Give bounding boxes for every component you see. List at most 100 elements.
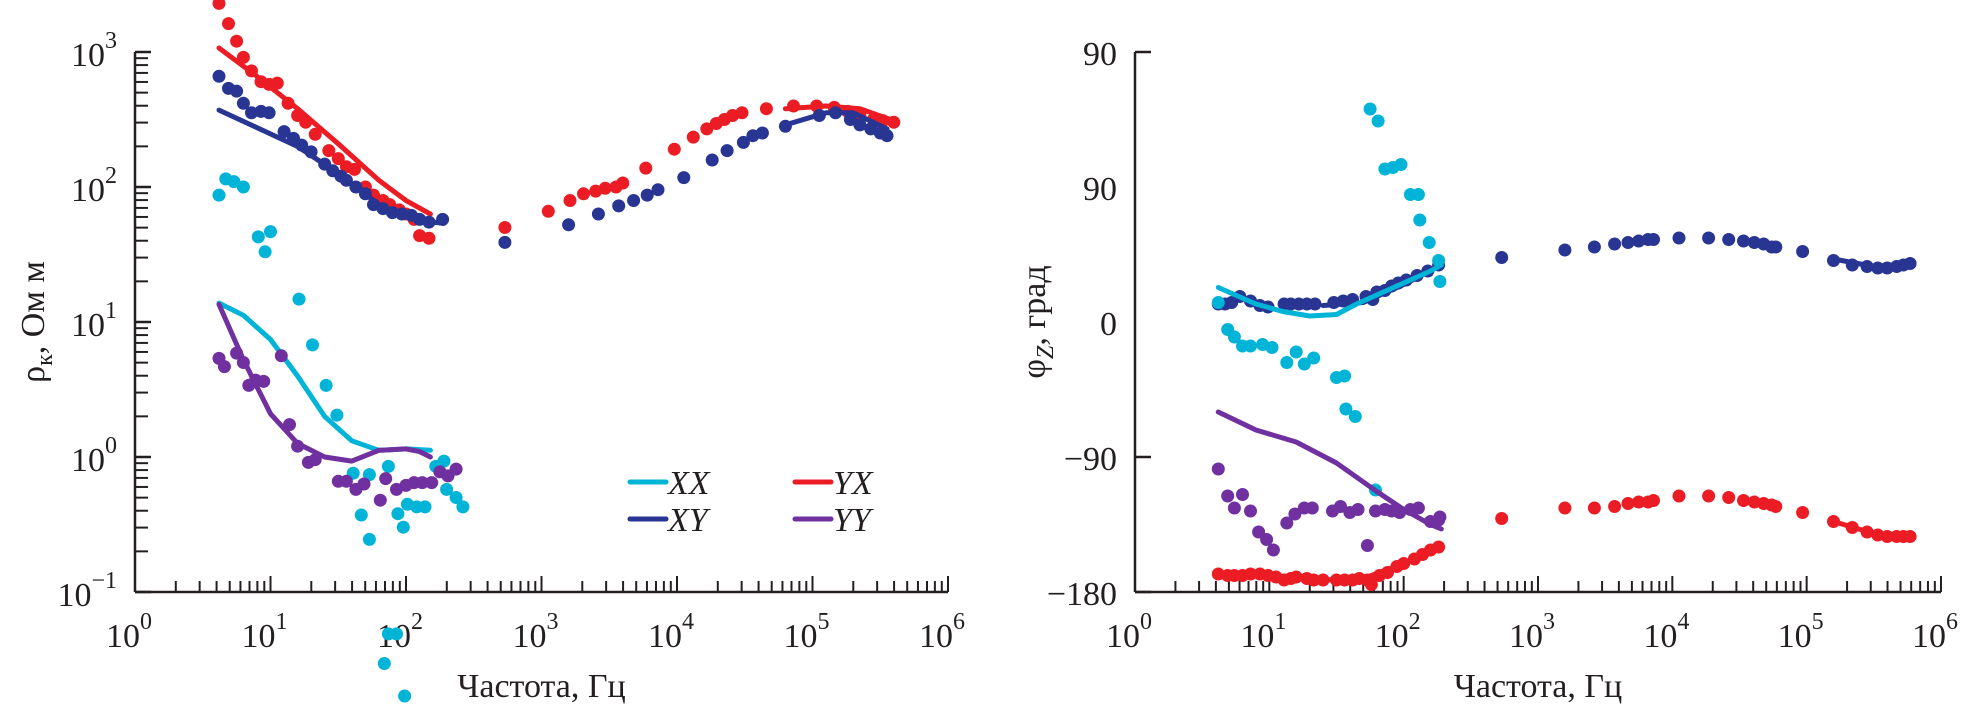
data-point-XX <box>1280 356 1294 369</box>
data-point-YX <box>1737 494 1750 507</box>
data-point-YY <box>1227 501 1241 515</box>
data-point-XY <box>1903 257 1917 270</box>
x-tick-exp: 0 <box>1140 609 1152 635</box>
data-point-YY <box>274 349 288 363</box>
x-tick-label: 101 <box>242 609 288 655</box>
data-point-YX <box>222 17 235 31</box>
y-tick-label: 90 <box>1083 36 1117 73</box>
data-point-XY <box>640 188 654 202</box>
x-tick-base: 10 <box>1509 618 1543 655</box>
y-tick-base: 10 <box>71 442 105 479</box>
x-tick-base: 10 <box>1106 618 1140 655</box>
data-point-YX <box>1903 530 1917 543</box>
data-point-YY <box>373 493 387 507</box>
data-point-XY <box>358 187 372 201</box>
data-point-YX <box>667 142 681 156</box>
y-title-sub: Z <box>1033 345 1059 359</box>
data-point-YX <box>281 96 295 110</box>
data-point-XY <box>1672 231 1686 245</box>
data-point-YX <box>331 152 345 166</box>
data-point-YX <box>541 204 555 218</box>
x-tick-exp: 2 <box>411 609 423 635</box>
legend-label: YX <box>833 465 874 502</box>
data-point-YY <box>308 453 322 467</box>
data-point-YY <box>291 439 305 453</box>
data-point-XY <box>651 183 665 197</box>
series-XY <box>212 69 894 249</box>
data-point-XY <box>720 144 734 158</box>
data-point-YX <box>563 194 577 207</box>
y-title-unit: , Ом м <box>15 261 52 354</box>
data-point-XY <box>1621 236 1635 249</box>
x-tick-exp: 6 <box>1946 609 1958 635</box>
x-tick-exp: 5 <box>1812 609 1824 635</box>
data-point-YX <box>1608 500 1622 513</box>
data-point-XX <box>1371 114 1385 128</box>
data-point-XX <box>391 507 405 521</box>
data-point-XX <box>212 188 226 202</box>
data-point-XY <box>230 84 244 98</box>
data-point-XX <box>377 657 391 670</box>
data-point-XY <box>705 153 719 167</box>
x-tick-exp: 3 <box>547 609 559 635</box>
data-point-XY <box>812 109 826 122</box>
data-point-XX <box>319 378 333 392</box>
y-tick-base: 10 <box>71 37 105 74</box>
panel-left-resistivity: 10−1100101102103100101102103104105106Час… <box>15 0 965 705</box>
data-point-YX <box>1827 515 1840 528</box>
data-point-XX <box>306 338 319 352</box>
x-tick-label: 104 <box>648 609 694 655</box>
data-point-YY <box>1211 462 1225 476</box>
data-point-YY <box>1260 533 1274 546</box>
data-point-YX <box>236 50 250 64</box>
data-point-YY <box>1288 507 1302 521</box>
data-point-XY <box>436 212 450 226</box>
x-tick-exp: 5 <box>818 609 830 635</box>
data-point-YY <box>1266 543 1280 557</box>
data-point-YY <box>425 476 439 490</box>
y-tick-label: −180 <box>1047 576 1117 613</box>
data-point-YY <box>1360 539 1374 552</box>
x-tick-label: 101 <box>1240 609 1286 655</box>
y-title-main: φ <box>1016 359 1053 379</box>
data-point-XX <box>330 408 344 422</box>
x-tick-exp: 1 <box>1274 609 1286 635</box>
data-point-XY <box>339 173 353 187</box>
data-point-YY <box>1411 501 1425 515</box>
x-tick-label: 105 <box>1778 609 1824 655</box>
data-point-YY <box>257 374 271 388</box>
data-point-XX <box>1339 402 1353 416</box>
data-point-YX <box>735 106 749 120</box>
data-point-YX <box>348 162 361 176</box>
x-axis-title: Частота, Гц <box>1454 668 1622 705</box>
data-point-YX <box>1381 566 1394 579</box>
data-point-XY <box>1587 240 1601 254</box>
data-point-XY <box>349 180 363 194</box>
data-point-YY <box>1244 504 1257 518</box>
x-tick-base: 10 <box>513 618 547 655</box>
data-point-YX <box>1558 501 1572 515</box>
data-point-XY <box>843 113 857 126</box>
x-tick-base: 10 <box>1643 618 1677 655</box>
data-point-XY <box>853 118 867 132</box>
data-point-YY <box>1393 506 1407 519</box>
y-tick-exp: 1 <box>105 298 117 324</box>
x-tick-label: 106 <box>919 609 965 655</box>
data-point-XX <box>1433 275 1447 288</box>
data-point-YX <box>616 176 630 190</box>
data-point-XY <box>1608 237 1622 251</box>
data-point-XX <box>1422 236 1436 249</box>
data-point-XY <box>1702 231 1716 245</box>
data-point-XY <box>1308 297 1322 311</box>
data-point-XY <box>612 199 626 213</box>
data-point-XY <box>277 125 291 139</box>
x-tick-exp: 3 <box>1543 609 1555 635</box>
x-tick-base: 10 <box>1912 618 1946 655</box>
data-point-XX <box>1413 213 1427 227</box>
data-point-XX <box>362 468 376 482</box>
data-point-YX <box>1880 530 1894 543</box>
data-point-YY <box>1433 510 1447 524</box>
data-point-YX <box>1845 521 1859 534</box>
